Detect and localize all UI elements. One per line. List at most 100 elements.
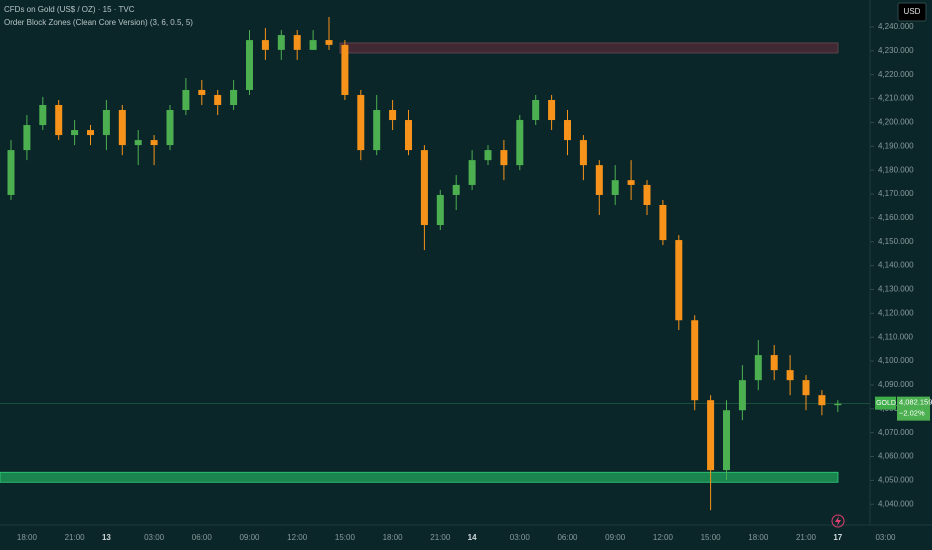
x-tick-label: 06:00 xyxy=(192,533,213,542)
last-price-label: 4,082.159 xyxy=(899,398,932,407)
y-tick-label: 4,130.000 xyxy=(878,285,914,294)
currency-button[interactable] xyxy=(897,2,927,22)
candle-body xyxy=(134,140,142,146)
candle-body xyxy=(770,355,778,371)
candle-body xyxy=(484,150,492,161)
y-tick-label: 4,080.000 xyxy=(878,404,914,413)
candle-body xyxy=(405,120,412,151)
y-tick-label: 4,160.000 xyxy=(878,213,914,222)
candle-body xyxy=(246,40,253,90)
candle-body xyxy=(420,150,428,226)
candle-body xyxy=(150,140,158,146)
x-tick-label: 18:00 xyxy=(17,533,38,542)
x-tick-label: 21:00 xyxy=(430,533,451,542)
candle-body xyxy=(214,94,222,105)
candle-body xyxy=(230,89,238,105)
order-block-zone xyxy=(0,471,839,483)
candle-body xyxy=(198,89,206,95)
candle-body xyxy=(293,35,301,50)
candle-body xyxy=(834,403,842,406)
x-tick-label: 03:00 xyxy=(510,533,531,542)
candle-body xyxy=(325,40,333,45)
candle-body xyxy=(707,400,715,471)
y-tick-label: 4,230.000 xyxy=(878,46,914,55)
candle-body xyxy=(738,380,746,411)
x-tick-label: 09:00 xyxy=(605,533,626,542)
x-tick-label: 18:00 xyxy=(748,533,769,542)
x-tick-label: 12:00 xyxy=(653,533,674,542)
candle-body xyxy=(23,125,31,151)
candle-body xyxy=(452,184,460,195)
candle-body xyxy=(373,110,381,151)
y-tick-label: 4,200.000 xyxy=(878,118,914,127)
candle-body xyxy=(802,380,810,396)
candle-body xyxy=(579,140,587,166)
symbol-label: GOLD xyxy=(876,400,896,407)
candle-body xyxy=(277,35,285,50)
candle-body xyxy=(611,180,619,195)
x-tick-label: 18:00 xyxy=(383,533,404,542)
candle-body xyxy=(786,370,794,381)
candle-body xyxy=(516,120,524,166)
candle-body xyxy=(261,40,269,50)
candle-body xyxy=(166,110,174,146)
candle-body xyxy=(39,105,47,126)
y-tick-label: 4,040.000 xyxy=(878,499,914,508)
y-tick-label: 4,060.000 xyxy=(878,452,914,461)
order-block-zone xyxy=(339,42,839,54)
y-tick-label: 4,140.000 xyxy=(878,261,914,270)
indicator-label: Order Block Zones (Clean Core Version) (… xyxy=(4,18,193,27)
x-tick-label: 06:00 xyxy=(557,533,578,542)
currency-label[interactable]: USD xyxy=(904,7,921,16)
y-tick-label: 4,100.000 xyxy=(878,356,914,365)
x-tick-label: 09:00 xyxy=(239,533,260,542)
price-tag xyxy=(897,396,930,421)
event-icon[interactable] xyxy=(831,514,845,528)
y-tick-label: 4,110.000 xyxy=(878,332,914,341)
x-tick-label: 14 xyxy=(468,533,477,542)
x-tick-label: 15:00 xyxy=(701,533,722,542)
candle-body xyxy=(309,40,317,50)
candle-body xyxy=(643,184,651,205)
candle-body xyxy=(754,355,762,381)
change-label: −2.02% xyxy=(899,409,925,418)
x-tick-label: 12:00 xyxy=(287,533,308,542)
candle-body xyxy=(723,410,730,471)
y-tick-label: 4,220.000 xyxy=(878,70,914,79)
candle-body xyxy=(818,395,826,406)
candle-body xyxy=(389,110,397,121)
candle-body xyxy=(627,180,635,185)
y-tick-label: 4,190.000 xyxy=(878,141,914,150)
y-tick-label: 4,240.000 xyxy=(878,22,914,31)
candle-body xyxy=(500,150,508,166)
candle-body xyxy=(548,99,556,121)
symbol-tag xyxy=(875,396,896,410)
y-tick-label: 4,090.000 xyxy=(878,380,914,389)
candle-body xyxy=(71,130,79,136)
x-tick-label: 15:00 xyxy=(335,533,356,542)
candle-body xyxy=(55,105,63,136)
candle-body xyxy=(87,130,94,136)
x-tick-label: 13 xyxy=(102,533,111,542)
y-tick-label: 4,170.000 xyxy=(878,189,914,198)
candle-body xyxy=(7,150,15,195)
x-tick-label: 21:00 xyxy=(796,533,817,542)
candle-body xyxy=(102,110,110,136)
chart-title: CFDs on Gold (US$ / OZ) · 15 · TVC xyxy=(4,5,135,14)
zones xyxy=(0,42,839,483)
x-tick-label: 17 xyxy=(833,533,842,542)
event-icon-bolt xyxy=(835,516,841,526)
y-tick-label: 4,050.000 xyxy=(878,475,914,484)
candle-body xyxy=(532,99,540,121)
candle-body xyxy=(118,110,126,146)
candle-body xyxy=(675,240,683,321)
candle-body xyxy=(357,94,365,151)
y-tick-label: 4,150.000 xyxy=(878,237,914,246)
candle-body xyxy=(659,204,667,241)
x-tick-label: 21:00 xyxy=(65,533,86,542)
candle-body xyxy=(182,89,190,111)
y-tick-label: 4,180.000 xyxy=(878,165,914,174)
candle-body xyxy=(564,120,571,141)
